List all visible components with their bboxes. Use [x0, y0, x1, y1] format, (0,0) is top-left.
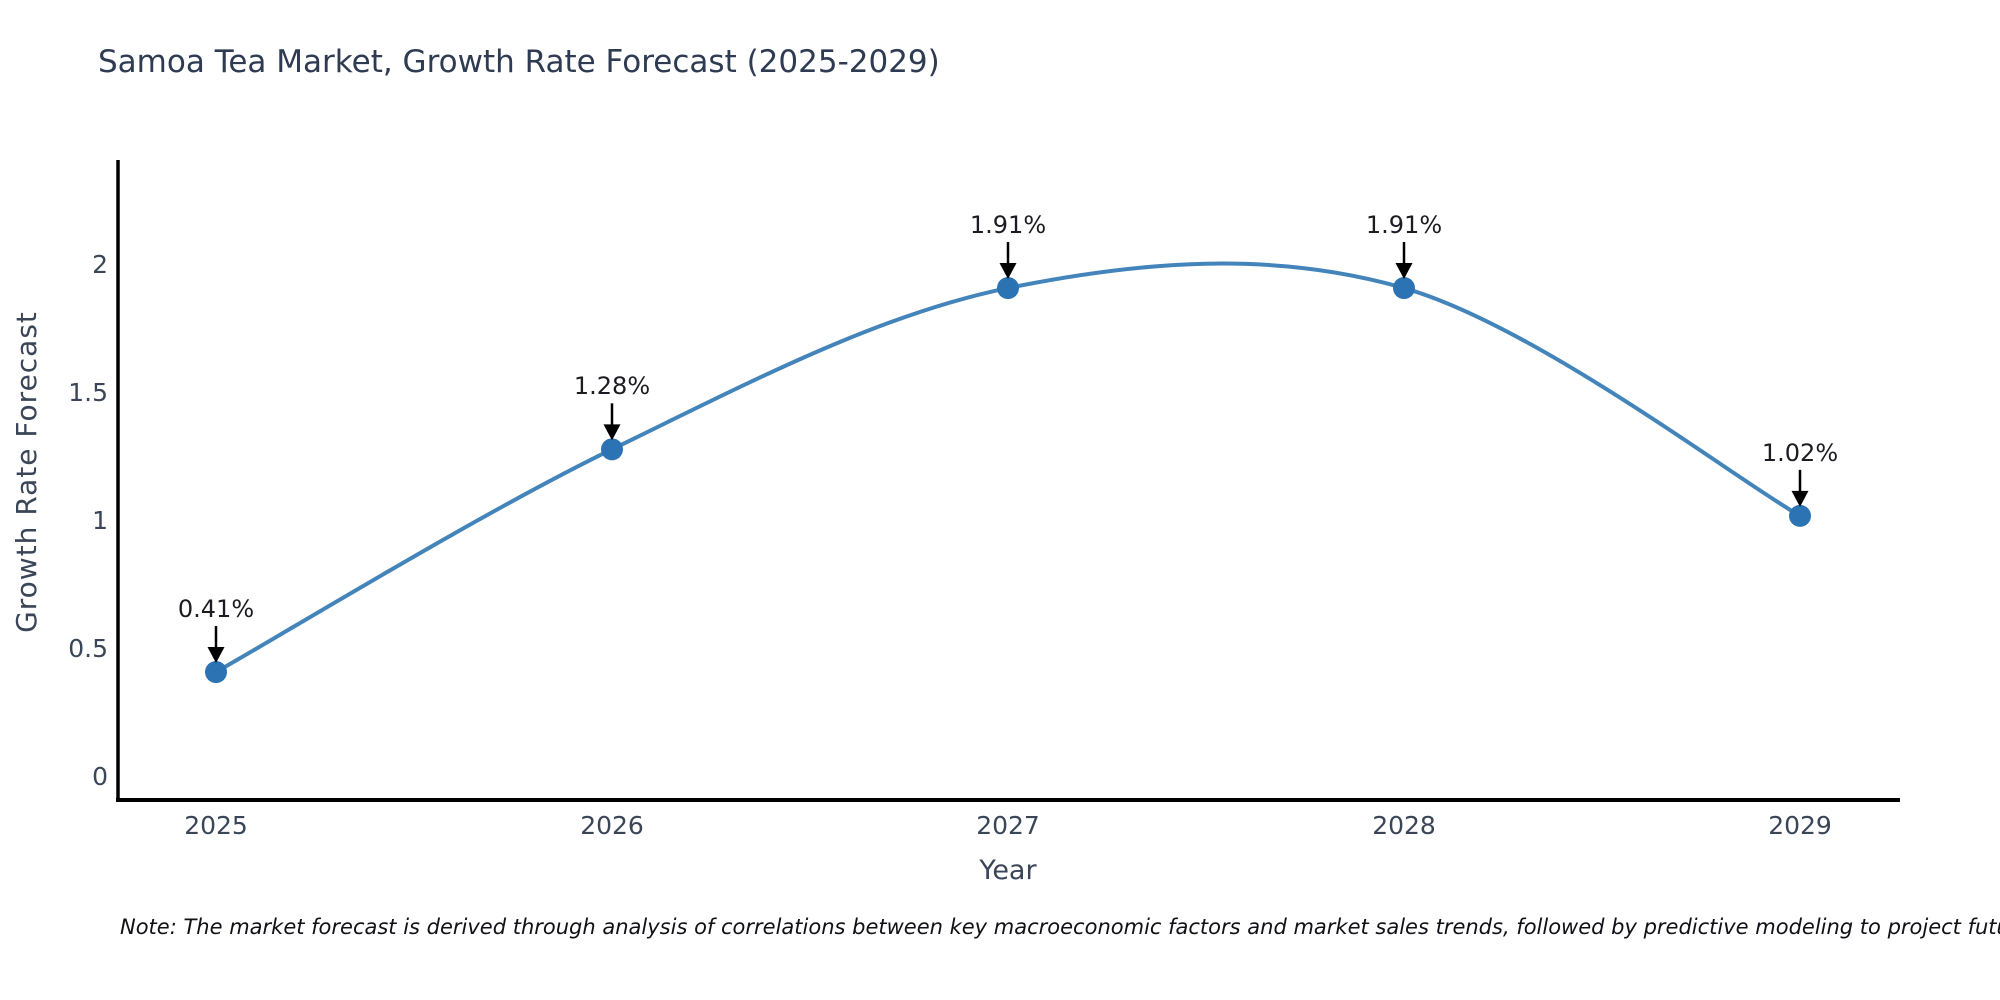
- x-tick-label: 2027: [976, 811, 1040, 840]
- data-point-marker: [1789, 504, 1811, 527]
- x-tick-label: 2028: [1372, 811, 1436, 840]
- annotation-arrow-head: [207, 647, 225, 664]
- point-value-label: 1.91%: [1365, 211, 1443, 240]
- point-value-label: 0.41%: [177, 595, 255, 624]
- y-tick-label: 2: [92, 250, 108, 279]
- x-tick-label: 2025: [184, 811, 248, 840]
- y-tick-label: 0.5: [68, 634, 108, 663]
- annotation-arrow-head: [999, 263, 1017, 280]
- line-series: [214, 261, 1802, 675]
- data-point-marker: [205, 661, 227, 684]
- point-value-label: 1.91%: [969, 211, 1047, 240]
- x-tick-label: 2026: [580, 811, 644, 840]
- annotation-arrow-head: [1791, 490, 1809, 507]
- footnote: Note: The market forecast is derived thr…: [120, 915, 2000, 939]
- data-point-marker: [601, 438, 623, 461]
- y-tick-label: 0: [92, 762, 108, 791]
- annotation-arrow-head: [603, 424, 621, 441]
- chart-title: Samoa Tea Market, Growth Rate Forecast (…: [98, 44, 940, 80]
- data-point-marker: [1393, 277, 1415, 300]
- x-tick-label: 2029: [1768, 811, 1832, 840]
- y-tick-label: 1.5: [68, 378, 108, 407]
- annotation-arrow-head: [1395, 263, 1413, 280]
- data-point-marker: [997, 277, 1019, 300]
- x-axis-title: Year: [979, 855, 1037, 886]
- point-value-label: 1.02%: [1761, 438, 1839, 467]
- y-tick-label: 1: [92, 506, 108, 535]
- point-value-label: 1.28%: [573, 372, 651, 401]
